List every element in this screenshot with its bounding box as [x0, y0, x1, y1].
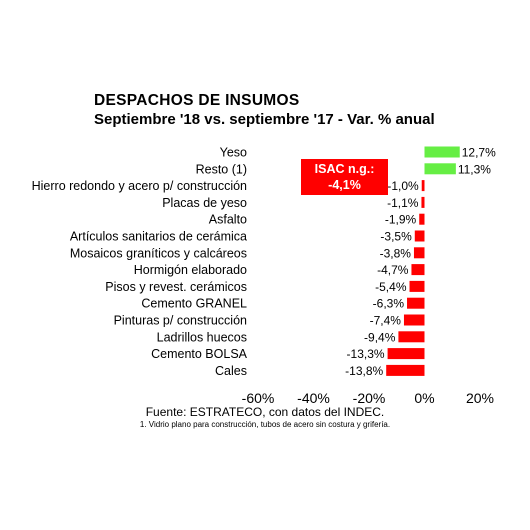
category-label: Mosaicos graníticos y calcáreos — [70, 246, 247, 260]
bar — [398, 331, 425, 343]
footnote: 1. Vidrio plano para construcción, tubos… — [139, 420, 391, 429]
bar — [403, 314, 425, 326]
bar — [414, 230, 425, 242]
isac-annotation-value: -4,1% — [328, 178, 361, 192]
bar — [424, 163, 456, 175]
category-label: Cemento BOLSA — [151, 347, 248, 361]
data-label: -1,9% — [385, 213, 417, 227]
data-label: -13,3% — [347, 347, 385, 361]
bar — [421, 180, 425, 192]
category-label: Hormigón elaborado — [134, 263, 247, 277]
data-label: -3,8% — [380, 246, 412, 260]
data-label: -1,1% — [387, 196, 419, 210]
bar — [407, 297, 425, 309]
bar — [419, 213, 425, 225]
category-label: Ladrillos huecos — [157, 330, 247, 344]
bar — [387, 348, 425, 360]
isac-annotation-label: ISAC n.g.: — [314, 162, 375, 176]
data-label: -5,4% — [375, 280, 407, 294]
data-label: -1,0% — [387, 179, 419, 193]
isac-annotation: ISAC n.g.: -4,1% — [301, 159, 388, 195]
x-tick-label: -20% — [353, 390, 386, 406]
category-label: Resto (1) — [196, 162, 247, 176]
bar — [409, 280, 425, 292]
data-label: -6,3% — [373, 297, 405, 311]
x-tick-label: 20% — [466, 390, 494, 406]
bar — [386, 364, 425, 376]
data-label: -3,5% — [380, 230, 412, 244]
category-label: Asfalto — [209, 213, 247, 227]
category-label: Hierro redondo y acero p/ construcción — [32, 179, 247, 193]
data-label: -9,4% — [364, 330, 396, 344]
data-label: 12,7% — [462, 146, 496, 160]
x-tick-label: -40% — [297, 390, 330, 406]
category-label: Yeso — [220, 146, 247, 160]
data-label: 11,3% — [458, 162, 491, 176]
x-tick-label: -60% — [242, 390, 275, 406]
bar — [413, 247, 425, 259]
data-label: -13,8% — [345, 364, 383, 378]
chart-subtitle: Septiembre '18 vs. septiembre '17 - Var.… — [94, 111, 435, 128]
source-note: Fuente: ESTRATECO, con datos del INDEC. — [145, 405, 385, 419]
category-label: Artículos sanitarios de cerámica — [70, 230, 247, 244]
bar — [411, 264, 425, 276]
data-label: -7,4% — [370, 314, 402, 328]
category-label: Placas de yeso — [162, 196, 247, 210]
bar — [424, 146, 460, 158]
category-label: Pisos y revest. cerámicos — [105, 280, 247, 294]
x-tick-label: 0% — [414, 390, 434, 406]
chart-title: DESPACHOS DE INSUMOS — [94, 92, 300, 109]
category-label: Cales — [215, 364, 247, 378]
bar — [421, 196, 425, 208]
category-label: Pinturas p/ construcción — [114, 314, 247, 328]
category-label: Cemento GRANEL — [141, 297, 247, 311]
data-label: -4,7% — [377, 263, 409, 277]
